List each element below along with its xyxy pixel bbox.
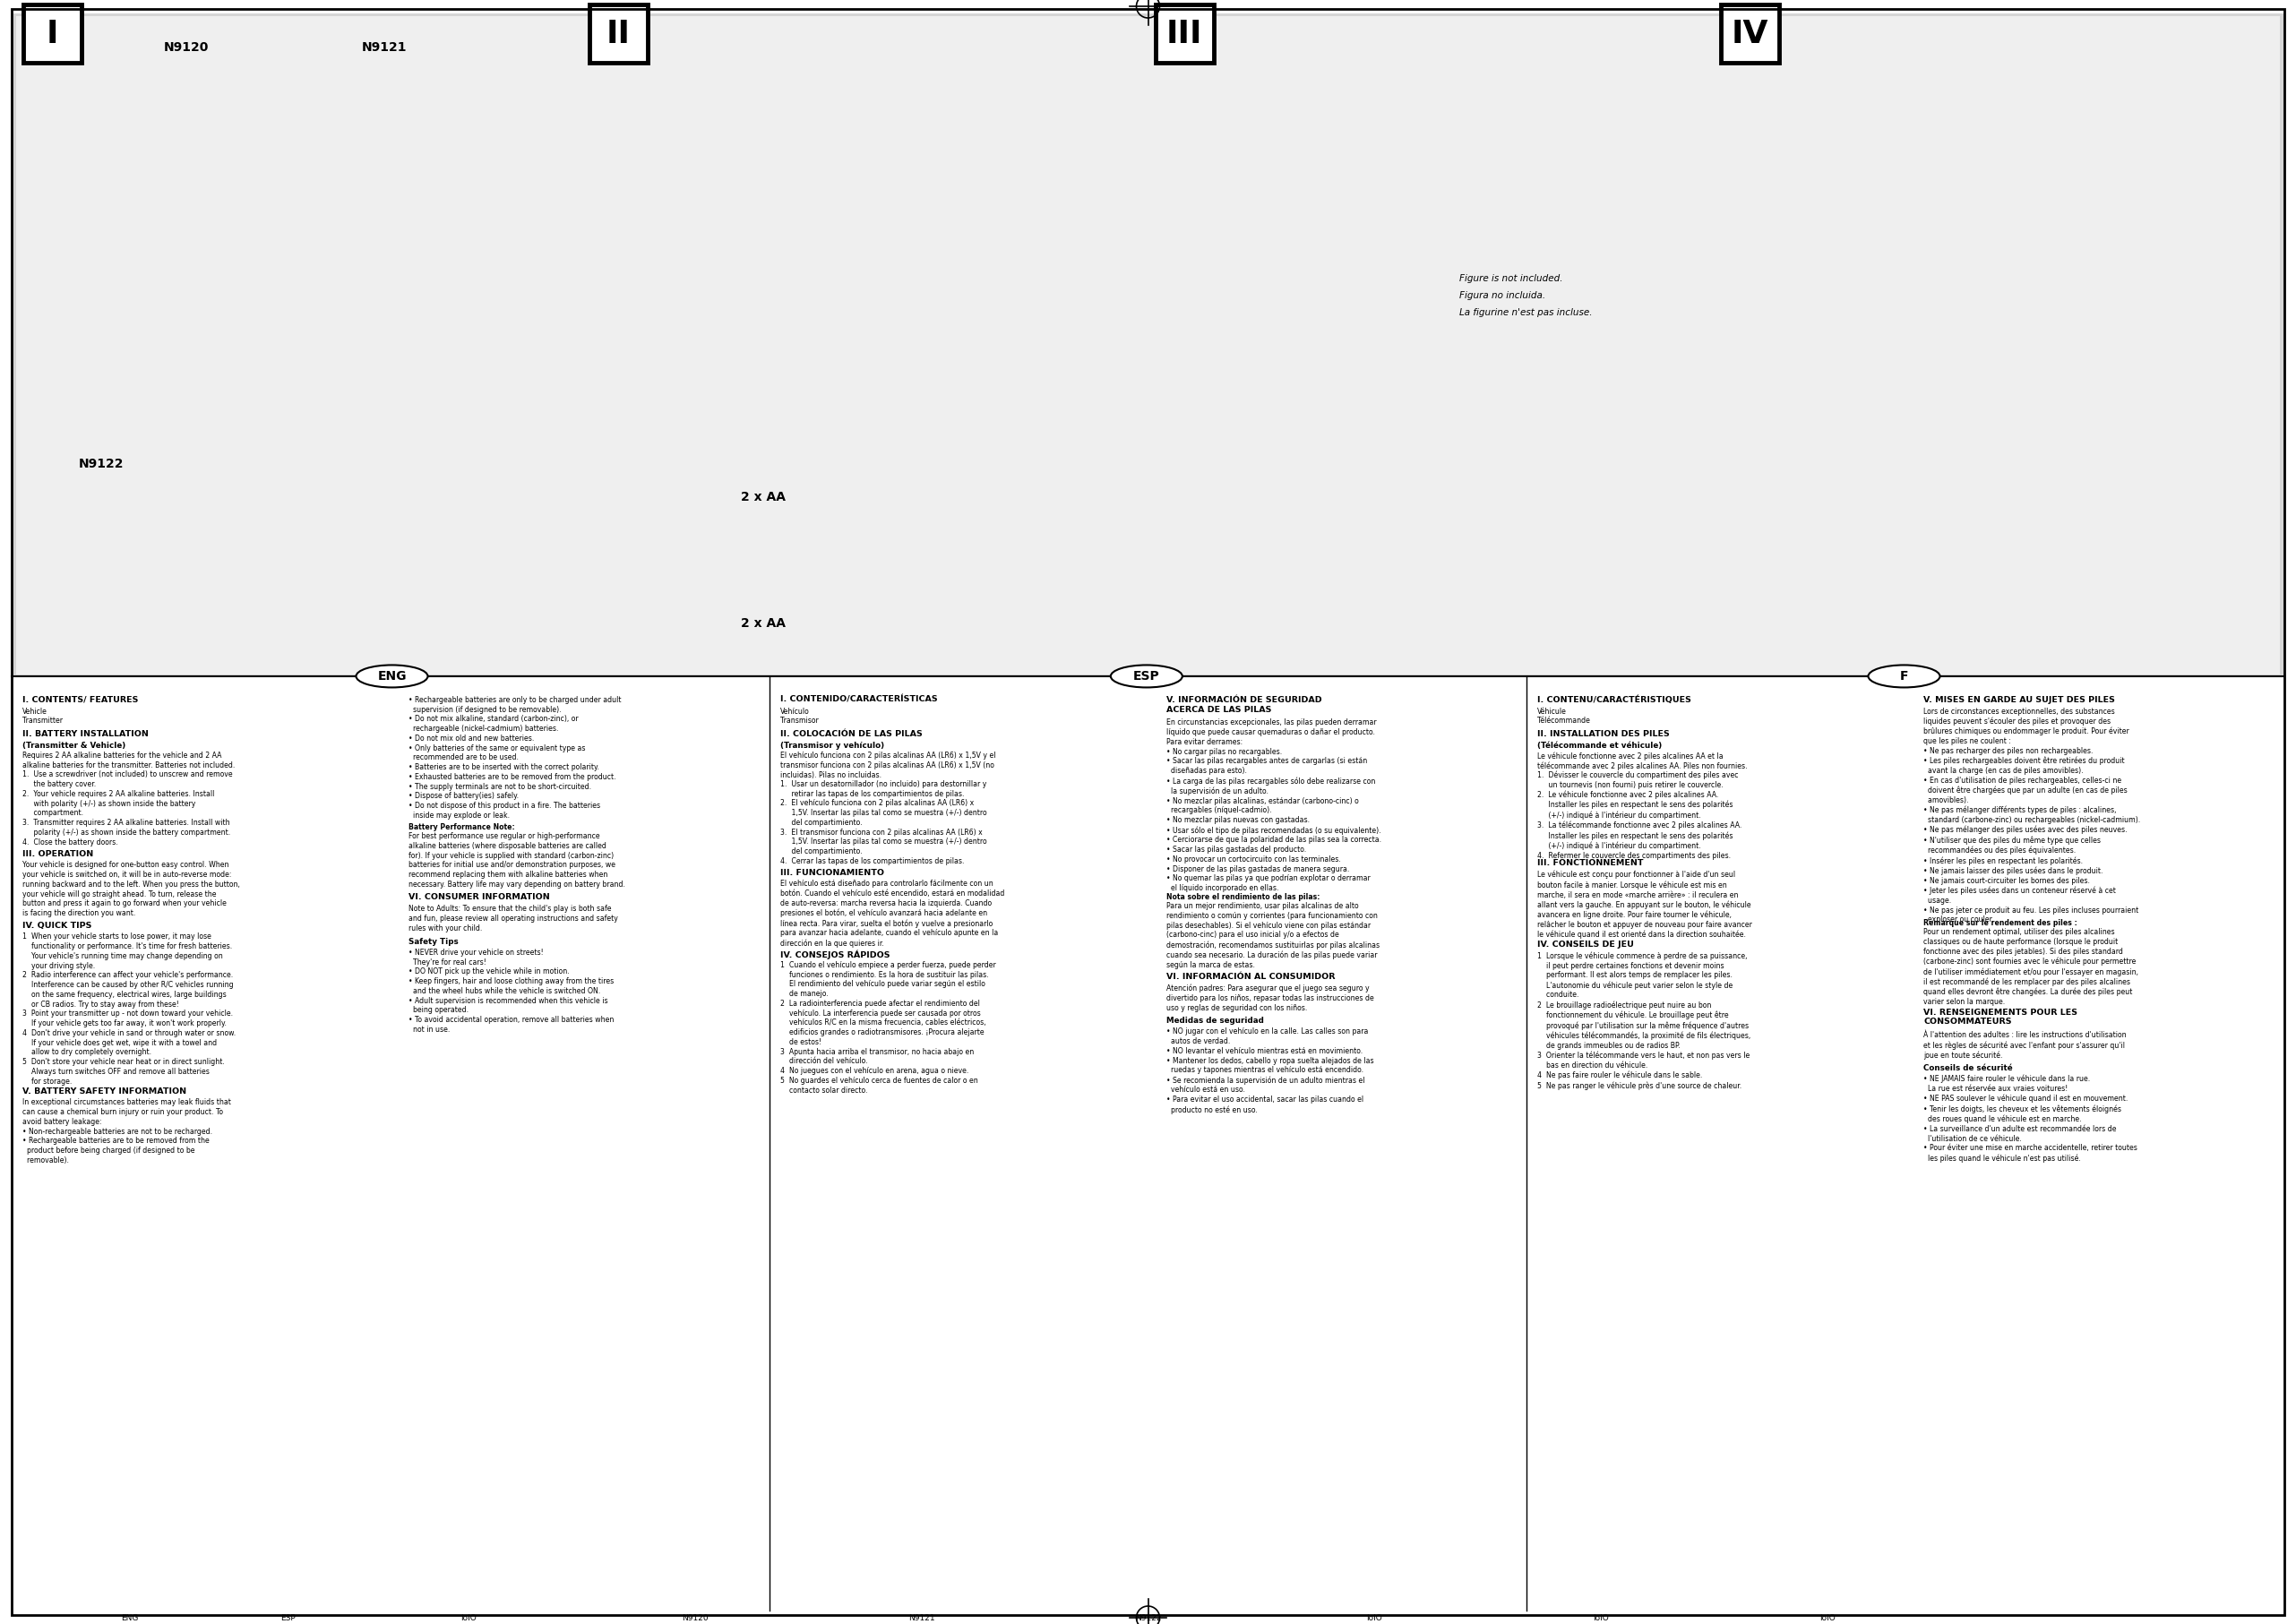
Text: Conseils de sécurité: Conseils de sécurité <box>1924 1064 2014 1072</box>
Text: Véhicule
Télécommande: Véhicule Télécommande <box>1538 708 1591 724</box>
Text: Figure is not included.: Figure is not included. <box>1460 274 1564 283</box>
Text: El vehículo funciona con 2 pilas alcalinas AA (LR6) x 1,5V y el
transmisor funci: El vehículo funciona con 2 pilas alcalin… <box>781 752 996 780</box>
Text: II: II <box>606 18 631 49</box>
Text: • Rechargeable batteries are only to be charged under adult
  supervision (if de: • Rechargeable batteries are only to be … <box>409 697 622 820</box>
Text: (Transmisor y vehículo): (Transmisor y vehículo) <box>781 742 884 749</box>
Text: 2 x AA: 2 x AA <box>742 490 785 503</box>
Text: I: I <box>46 18 57 49</box>
Text: Figura no incluida.: Figura no incluida. <box>1460 291 1545 300</box>
Text: Vehículo
Transmisor: Vehículo Transmisor <box>781 708 817 724</box>
Text: Le véhicule est conçu pour fonctionner à l'aide d'un seul
bouton facile à manier: Le véhicule est conçu pour fonctionner à… <box>1538 870 1752 939</box>
Text: N9120: N9120 <box>682 1614 709 1622</box>
Text: II. COLOCACIÓN DE LAS PILAS: II. COLOCACIÓN DE LAS PILAS <box>781 729 923 737</box>
Text: IV: IV <box>1731 18 1768 49</box>
Text: VI. CONSUMER INFORMATION: VI. CONSUMER INFORMATION <box>409 893 549 901</box>
Text: IV. QUICK TIPS: IV. QUICK TIPS <box>23 921 92 929</box>
Text: ESP: ESP <box>1134 671 1159 682</box>
Text: ESP: ESP <box>280 1614 296 1622</box>
Text: • NO jugar con el vehículo en la calle. Las calles son para
  autos de verdad.
•: • NO jugar con el vehículo en la calle. … <box>1166 1028 1373 1114</box>
Text: F: F <box>1899 671 1908 682</box>
Text: II. BATTERY INSTALLATION: II. BATTERY INSTALLATION <box>23 729 149 737</box>
Text: Note to Adults: To ensure that the child's play is both safe
and fun, please rev: Note to Adults: To ensure that the child… <box>409 905 618 932</box>
Text: Requires 2 AA alkaline batteries for the vehicle and 2 AA
alkaline batteries for: Requires 2 AA alkaline batteries for the… <box>23 752 234 770</box>
Text: VI. INFORMACIÓN AL CONSUMIDOR: VI. INFORMACIÓN AL CONSUMIDOR <box>1166 973 1334 981</box>
Bar <box>11 13 2285 676</box>
Text: • NEVER drive your vehicle on streets!
  They're for real cars!
• DO NOT pick up: • NEVER drive your vehicle on streets! T… <box>409 948 613 1033</box>
Text: Safety Tips: Safety Tips <box>409 937 459 945</box>
Text: 2 x AA: 2 x AA <box>742 617 785 630</box>
Text: loIO: loIO <box>1366 1614 1382 1622</box>
Text: I. CONTENU/CARACTÉRISTIQUES: I. CONTENU/CARACTÉRISTIQUES <box>1538 697 1692 705</box>
Text: 1  When your vehicle starts to lose power, it may lose
    functionality or perf: 1 When your vehicle starts to lose power… <box>23 932 236 1085</box>
Text: À l'attention des adultes : lire les instructions d'utilisation
et les règles de: À l'attention des adultes : lire les ins… <box>1924 1031 2126 1059</box>
Text: La figurine n'est pas incluse.: La figurine n'est pas incluse. <box>1460 309 1593 317</box>
Text: Para un mejor rendimiento, usar pilas alcalinas de alto
rendimiento o común y co: Para un mejor rendimiento, usar pilas al… <box>1166 903 1380 970</box>
Text: I. CONTENTS/ FEATURES: I. CONTENTS/ FEATURES <box>23 697 138 705</box>
Text: V. INFORMACIÓN DE SEGURIDAD
ACERCA DE LAS PILAS: V. INFORMACIÓN DE SEGURIDAD ACERCA DE LA… <box>1166 697 1322 713</box>
Ellipse shape <box>1111 666 1182 687</box>
Text: loIO: loIO <box>1818 1614 1835 1622</box>
Text: 1.  Usar un desatornillador (no incluido) para destornillar y
     retirar las t: 1. Usar un desatornillador (no incluido)… <box>781 780 987 866</box>
Text: Remarque sur le rendement des piles :: Remarque sur le rendement des piles : <box>1924 919 2078 927</box>
Text: N9121: N9121 <box>909 1614 934 1622</box>
Text: IV. CONSEJOS RÁPIDOS: IV. CONSEJOS RÁPIDOS <box>781 950 891 960</box>
Bar <box>23 5 83 63</box>
Text: 1  Lorsque le véhicule commence à perdre de sa puissance,
    il peut perdre cer: 1 Lorsque le véhicule commence à perdre … <box>1538 952 1752 1090</box>
Ellipse shape <box>1869 666 1940 687</box>
Text: (Télécommande et véhicule): (Télécommande et véhicule) <box>1538 742 1662 749</box>
Text: loIO: loIO <box>461 1614 478 1622</box>
Text: Atención padres: Para asegurar que el juego sea seguro y
divertido para los niño: Atención padres: Para asegurar que el ju… <box>1166 984 1373 1012</box>
Text: En circunstancias excepcionales, las pilas pueden derramar
líquido que puede cau: En circunstancias excepcionales, las pil… <box>1166 719 1382 892</box>
Text: Pour un rendement optimal, utiliser des piles alcalines
classiques ou de haute p: Pour un rendement optimal, utiliser des … <box>1924 929 2138 1007</box>
Text: V. MISES EN GARDE AU SUJET DES PILES: V. MISES EN GARDE AU SUJET DES PILES <box>1924 697 2115 705</box>
Text: ENG: ENG <box>377 671 406 682</box>
Text: N9120: N9120 <box>163 41 209 54</box>
Text: III. FUNCIONAMIENTO: III. FUNCIONAMIENTO <box>781 869 884 877</box>
Text: III. FONCTIONNEMENT: III. FONCTIONNEMENT <box>1538 859 1644 867</box>
Text: Vehicle
Transmitter: Vehicle Transmitter <box>23 708 62 724</box>
Text: Lors de circonstances exceptionnelles, des substances
liquides peuvent s'écouler: Lors de circonstances exceptionnelles, d… <box>1924 708 2140 924</box>
Text: Your vehicle is designed for one-button easy control. When
your vehicle is switc: Your vehicle is designed for one-button … <box>23 861 241 918</box>
Text: loIO: loIO <box>1593 1614 1609 1622</box>
Text: • NE JAMAIS faire rouler le véhicule dans la rue.
  La rue est réservée aux vrai: • NE JAMAIS faire rouler le véhicule dan… <box>1924 1075 2138 1163</box>
Ellipse shape <box>356 666 427 687</box>
Text: (Transmitter & Vehicle): (Transmitter & Vehicle) <box>23 742 126 749</box>
Text: For best performance use regular or high-performance
alkaline batteries (where d: For best performance use regular or high… <box>409 833 625 888</box>
Text: III: III <box>1166 18 1203 49</box>
Text: I. CONTENIDO/CARACTERÍSTICAS: I. CONTENIDO/CARACTERÍSTICAS <box>781 697 937 705</box>
Bar <box>1155 5 1212 63</box>
Text: ENG: ENG <box>122 1614 138 1622</box>
Text: In exceptional circumstances batteries may leak fluids that
can cause a chemical: In exceptional circumstances batteries m… <box>23 1098 232 1164</box>
Text: 1.  Use a screwdriver (not included) to unscrew and remove
     the battery cove: 1. Use a screwdriver (not included) to u… <box>23 771 232 846</box>
Bar <box>1722 5 1779 63</box>
Text: VI. RENSEIGNEMENTS POUR LES
CONSOMMATEURS: VI. RENSEIGNEMENTS POUR LES CONSOMMATEUR… <box>1924 1009 2078 1026</box>
Text: Le véhicule fonctionne avec 2 piles alcalines AA et la
télécommande avec 2 piles: Le véhicule fonctionne avec 2 piles alca… <box>1538 752 1747 771</box>
Text: N9122: N9122 <box>78 458 124 471</box>
Text: N9122: N9122 <box>1134 1614 1162 1622</box>
Text: II. INSTALLATION DES PILES: II. INSTALLATION DES PILES <box>1538 729 1669 737</box>
Text: Battery Performance Note:: Battery Performance Note: <box>409 823 514 831</box>
Text: El vehículo está diseñado para controlarlo fácilmente con un
botón. Cuando el ve: El vehículo está diseñado para controlar… <box>781 880 1003 947</box>
Bar <box>16 16 2280 674</box>
Text: III. OPERATION: III. OPERATION <box>23 849 94 857</box>
Text: Nota sobre el rendimiento de las pilas:: Nota sobre el rendimiento de las pilas: <box>1166 893 1320 901</box>
Text: IV. CONSEILS DE JEU: IV. CONSEILS DE JEU <box>1538 940 1635 948</box>
Text: 1  Cuando el vehículo empiece a perder fuerza, puede perder
    funciones o rend: 1 Cuando el vehículo empiece a perder fu… <box>781 961 996 1095</box>
Text: 1.  Dévisser le couvercle du compartiment des piles avec
     un tournevis (non : 1. Dévisser le couvercle du compartiment… <box>1538 771 1743 859</box>
Text: V. BATTERY SAFETY INFORMATION: V. BATTERY SAFETY INFORMATION <box>23 1086 186 1095</box>
Bar <box>590 5 647 63</box>
Text: Medidas de seguridad: Medidas de seguridad <box>1166 1017 1263 1025</box>
Text: N9121: N9121 <box>360 41 406 54</box>
